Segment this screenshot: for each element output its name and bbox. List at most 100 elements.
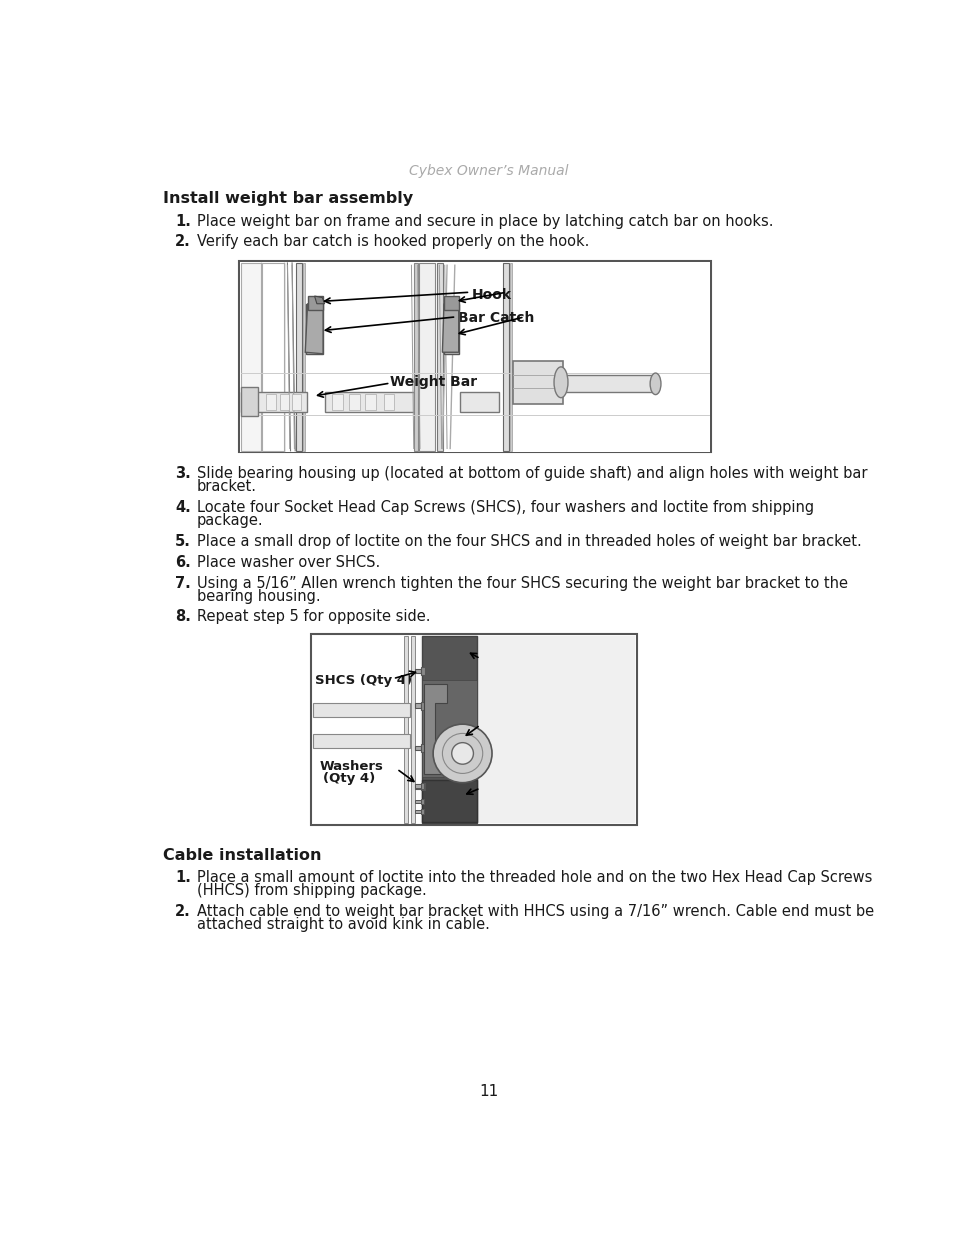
- Bar: [312, 635, 636, 824]
- Ellipse shape: [649, 373, 660, 395]
- Polygon shape: [305, 304, 323, 353]
- Text: Bar Catch: Bar Catch: [457, 311, 534, 326]
- Bar: [241, 387, 257, 416]
- Text: Attach cable end to weight bar bracket with HHCS using a 7/16” wrench. Cable end: Attach cable end to weight bar bracket w…: [196, 904, 873, 919]
- Text: Cybex Owner’s Manual: Cybex Owner’s Manual: [409, 163, 568, 178]
- Text: 5.: 5.: [174, 534, 191, 550]
- Text: 11: 11: [478, 1084, 498, 1099]
- Ellipse shape: [554, 367, 567, 398]
- Text: package.: package.: [196, 514, 263, 529]
- Text: Loctite: Loctite: [481, 720, 533, 734]
- Text: 8.: 8.: [174, 609, 191, 625]
- Text: Locate four Socket Head Cap Screws (SHCS), four washers and loctite from shippin: Locate four Socket Head Cap Screws (SHCS…: [196, 500, 813, 515]
- Bar: [418, 263, 435, 451]
- Bar: [513, 362, 562, 404]
- Text: 1.: 1.: [174, 869, 191, 884]
- Text: Place weight bar on frame and secure in place by latching catch bar on hooks.: Place weight bar on frame and secure in …: [196, 214, 773, 228]
- Bar: [415, 746, 420, 751]
- Bar: [410, 636, 415, 824]
- Text: bearing housing.: bearing housing.: [196, 589, 320, 604]
- Bar: [365, 394, 375, 410]
- Bar: [502, 263, 509, 451]
- Text: Repeat step 5 for opposite side.: Repeat step 5 for opposite side.: [196, 609, 430, 625]
- Bar: [415, 784, 420, 789]
- Text: Using a 5/16” Allen wrench tighten the four SHCS securing the weight bar bracket: Using a 5/16” Allen wrench tighten the f…: [196, 576, 847, 590]
- Bar: [422, 680, 476, 777]
- Text: 2.: 2.: [174, 904, 191, 919]
- Text: Weight Bar Bracket: Weight Bar Bracket: [481, 782, 626, 795]
- Bar: [303, 263, 305, 451]
- Text: attached straight to avoid kink in cable.: attached straight to avoid kink in cable…: [196, 916, 489, 931]
- Bar: [420, 799, 423, 804]
- Bar: [241, 263, 261, 451]
- Text: (HHCS) from shipping package.: (HHCS) from shipping package.: [196, 883, 426, 898]
- Text: 2.: 2.: [174, 235, 191, 249]
- Bar: [420, 701, 424, 710]
- Text: Place a small amount of loctite into the threaded hole and on the two Hex Head C: Place a small amount of loctite into the…: [196, 869, 871, 884]
- Bar: [415, 784, 420, 788]
- Bar: [415, 704, 420, 708]
- Bar: [422, 636, 476, 824]
- Circle shape: [433, 724, 492, 783]
- Text: Verify each bar catch is hooked properly on the hook.: Verify each bar catch is hooked properly…: [196, 235, 589, 249]
- Bar: [404, 636, 408, 824]
- Bar: [266, 394, 275, 410]
- Polygon shape: [442, 304, 458, 352]
- Bar: [240, 262, 709, 452]
- Text: Guide Shaft: Guide Shaft: [481, 653, 570, 667]
- Polygon shape: [314, 296, 324, 304]
- Bar: [279, 394, 289, 410]
- Bar: [324, 393, 414, 411]
- Bar: [383, 394, 394, 410]
- Text: Install weight bar assembly: Install weight bar assembly: [163, 190, 413, 205]
- Bar: [459, 393, 498, 411]
- Text: SHCS (Qty 4): SHCS (Qty 4): [315, 674, 412, 687]
- Bar: [420, 809, 423, 814]
- Bar: [306, 304, 323, 353]
- Text: 1.: 1.: [174, 214, 191, 228]
- Text: Place washer over SHCS.: Place washer over SHCS.: [196, 555, 379, 569]
- Text: 7.: 7.: [174, 576, 191, 590]
- Bar: [332, 394, 343, 410]
- Bar: [313, 636, 419, 824]
- Text: Place a small drop of loctite on the four SHCS and in threaded holes of weight b: Place a small drop of loctite on the fou…: [196, 534, 861, 550]
- Text: 3.: 3.: [174, 466, 191, 482]
- Bar: [261, 263, 283, 451]
- Bar: [311, 634, 637, 825]
- Bar: [292, 394, 301, 410]
- Bar: [241, 393, 307, 411]
- Bar: [415, 668, 420, 673]
- Bar: [443, 304, 459, 353]
- Bar: [307, 296, 323, 310]
- Text: (Qty 4): (Qty 4): [323, 772, 375, 785]
- Bar: [477, 636, 635, 824]
- Polygon shape: [423, 684, 447, 774]
- Bar: [420, 783, 424, 790]
- Bar: [295, 263, 302, 451]
- Text: Hook: Hook: [472, 288, 512, 303]
- Text: bracket.: bracket.: [196, 479, 256, 494]
- Bar: [443, 296, 459, 310]
- Bar: [420, 783, 423, 789]
- Text: Slide bearing housing up (located at bottom of guide shaft) and align holes with: Slide bearing housing up (located at bot…: [196, 466, 866, 482]
- Text: 6.: 6.: [174, 555, 191, 569]
- Bar: [420, 745, 424, 752]
- Bar: [420, 667, 424, 674]
- Bar: [349, 394, 360, 410]
- Bar: [239, 262, 710, 452]
- Text: 4.: 4.: [174, 500, 191, 515]
- Bar: [422, 781, 476, 823]
- Circle shape: [452, 742, 473, 764]
- Bar: [313, 734, 410, 748]
- Text: Cable installation: Cable installation: [163, 848, 321, 863]
- Bar: [313, 704, 410, 718]
- Bar: [436, 263, 443, 451]
- Text: Washers: Washers: [319, 760, 383, 773]
- Bar: [415, 810, 420, 814]
- Bar: [415, 799, 420, 804]
- Bar: [414, 263, 418, 451]
- Bar: [509, 263, 512, 451]
- Bar: [564, 375, 658, 393]
- Text: Bearing Housing: Bearing Housing: [481, 667, 605, 679]
- Text: Weight Bar: Weight Bar: [390, 375, 477, 389]
